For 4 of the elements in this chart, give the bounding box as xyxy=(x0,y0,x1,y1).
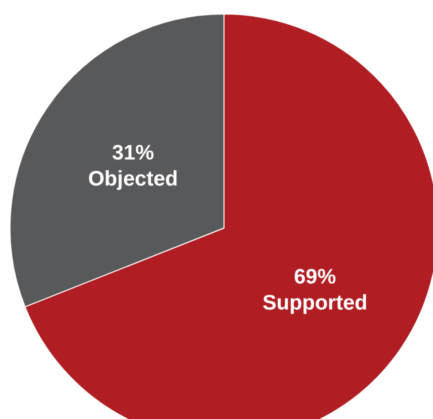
data-label: 69% xyxy=(294,265,336,288)
slice-label: Supported xyxy=(262,291,368,314)
slice-label: Objected xyxy=(88,168,178,191)
data-label: 31% xyxy=(112,142,154,165)
